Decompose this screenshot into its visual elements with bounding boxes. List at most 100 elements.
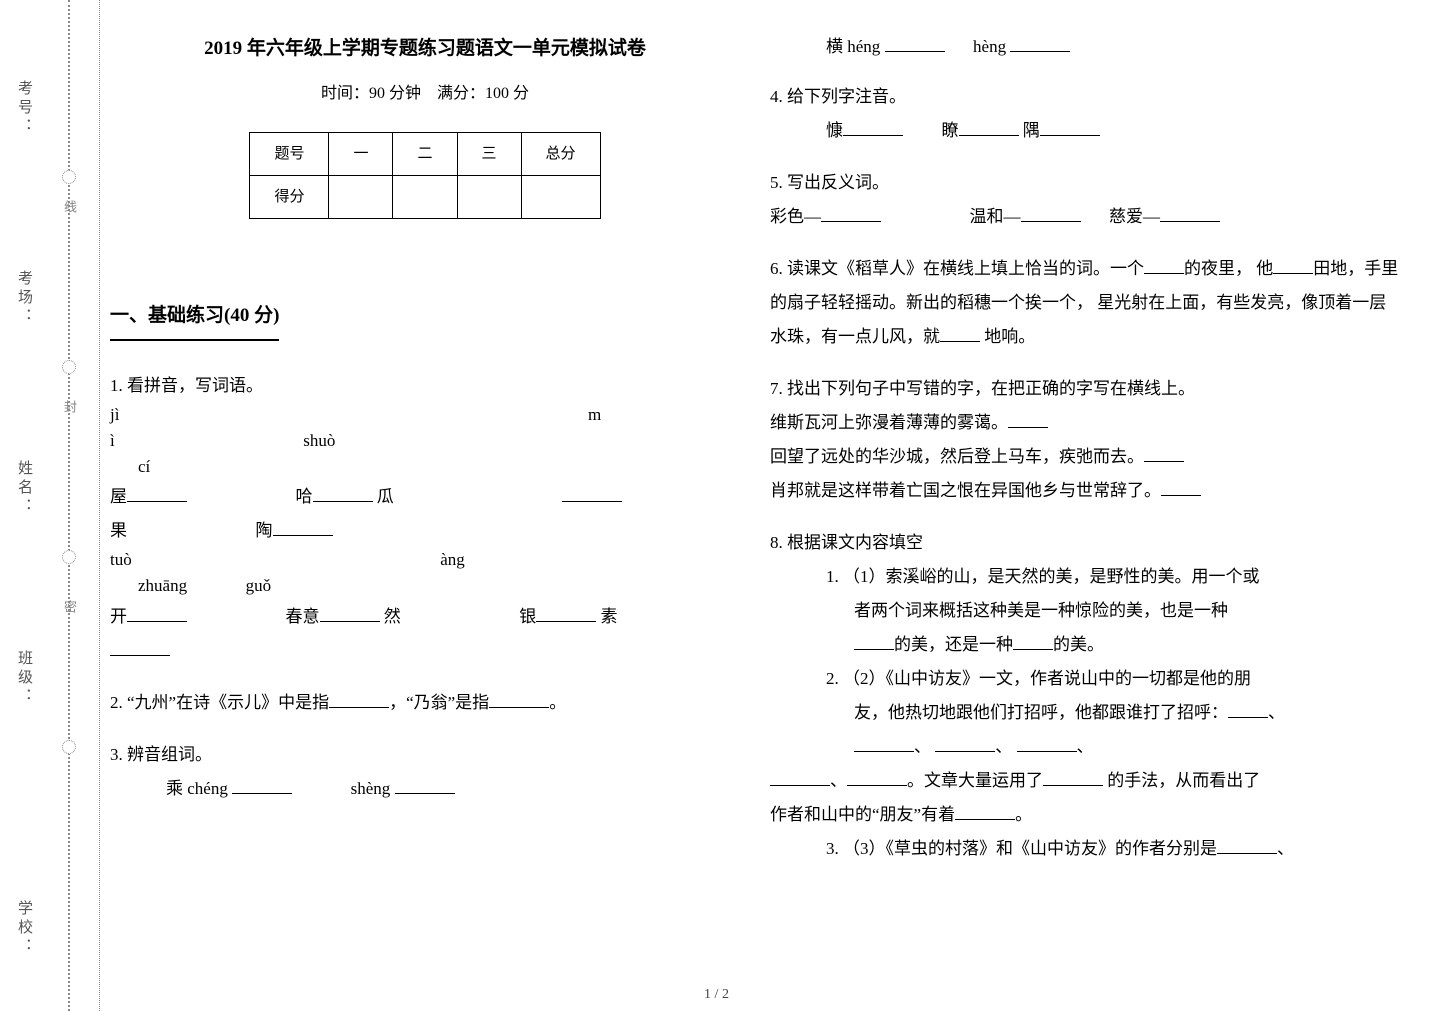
pinyin: ì: [110, 431, 115, 450]
pinyin: àng: [440, 550, 465, 569]
q8-text: 者两个词来概括这种美是一种惊险的美，也是一种: [854, 601, 1228, 620]
answer-blank[interactable]: [854, 735, 914, 752]
q8-text: 。: [1015, 805, 1032, 824]
answer-blank[interactable]: [847, 769, 907, 786]
answer-blank[interactable]: [536, 605, 596, 622]
q4-stem: 4. 给下列字注音。: [770, 80, 1400, 114]
pinyin: cí: [138, 457, 150, 476]
answer-blank[interactable]: [232, 777, 292, 794]
answer-blank[interactable]: [821, 205, 881, 222]
q6-text: 地响。: [984, 327, 1035, 346]
answer-blank[interactable]: [955, 803, 1015, 820]
answer-blank[interactable]: [273, 519, 333, 536]
answer-blank[interactable]: [127, 485, 187, 502]
score-header: 二: [393, 133, 457, 176]
char: 开: [110, 607, 127, 626]
answer-blank[interactable]: [770, 769, 830, 786]
q1-stem: 1. 看拼音，写词语。: [110, 369, 740, 403]
binding-spine: 考号： 线 考场： 封 姓名： 密 班级： 学校：: [0, 0, 100, 1011]
spine-circle: [62, 360, 76, 374]
answer-blank[interactable]: [940, 325, 980, 342]
q2-mid: ，“乃翁”是指: [389, 693, 489, 712]
answer-blank[interactable]: [395, 777, 455, 794]
answer-blank[interactable]: [127, 605, 187, 622]
column-right: 横 héng hèng 4. 给下列字注音。 慷 瞭 隅 5. 写出反义词。 彩…: [770, 30, 1400, 980]
answer-blank[interactable]: [1144, 257, 1184, 274]
spine-label-class: 班级：: [14, 650, 35, 707]
q6-text: 他: [1256, 259, 1273, 278]
answer-blank[interactable]: [1010, 35, 1070, 52]
question-6: 6. 读课文《稻草人》在横线上填上恰当的词。一个的夜里， 他田地，手里的扇子轻轻…: [770, 252, 1400, 354]
answer-blank[interactable]: [489, 691, 549, 708]
score-cell[interactable]: [393, 176, 457, 219]
char: 瓜: [377, 487, 394, 506]
answer-blank[interactable]: [320, 605, 380, 622]
answer-blank[interactable]: [1043, 769, 1103, 786]
answer-blank[interactable]: [1161, 479, 1201, 496]
question-4: 4. 给下列字注音。 慷 瞭 隅: [770, 80, 1400, 148]
page-number: 1 / 2: [704, 987, 729, 1003]
q8-text: 作者和山中的“朋友”有着: [770, 805, 955, 824]
score-header: 三: [457, 133, 521, 176]
char: 果: [110, 521, 127, 540]
q3-cheng: 乘 chéng: [166, 779, 228, 798]
answer-blank[interactable]: [1228, 701, 1268, 718]
answer-blank[interactable]: [1017, 735, 1077, 752]
q8-text: 1. （1）索溪峪的山，是天然的美，是野性的美。用一个或: [826, 567, 1260, 586]
answer-blank[interactable]: [1040, 119, 1100, 136]
q4-char: 慷: [826, 121, 843, 140]
answer-blank[interactable]: [1021, 205, 1081, 222]
answer-blank[interactable]: [959, 119, 1019, 136]
q6-text: 的夜里，: [1184, 259, 1252, 278]
q8-text: 2. （2）《山中访友》一文，作者说山中的一切都是他的朋: [826, 669, 1251, 688]
q3-sheng: shèng: [351, 779, 391, 798]
answer-blank[interactable]: [562, 485, 622, 502]
answer-blank[interactable]: [935, 735, 995, 752]
answer-blank[interactable]: [1144, 445, 1184, 462]
answer-blank[interactable]: [1013, 633, 1053, 650]
pinyin: jì: [110, 405, 119, 424]
spine-label-kaohao: 考号：: [14, 80, 35, 137]
exam-subtitle: 时间：90 分钟 满分：100 分: [110, 78, 740, 110]
q8-text: 3. （3）《草虫的村落》和《山中访友》的作者分别是: [826, 839, 1217, 858]
answer-blank[interactable]: [1273, 257, 1313, 274]
char: 陶: [256, 521, 273, 540]
q3-stem: 3. 辨音组词。: [110, 738, 740, 772]
score-cell[interactable]: [521, 176, 600, 219]
answer-blank[interactable]: [843, 119, 903, 136]
spine-cut-xian: 线: [60, 200, 79, 231]
score-cell[interactable]: [329, 176, 393, 219]
pinyin: shuò: [303, 431, 335, 450]
q4-char: 隅: [1023, 121, 1040, 140]
question-1: 1. 看拼音，写词语。 jì m ì shuò cí 屋 哈 瓜: [110, 369, 740, 668]
q3-continuation: 横 héng hèng: [770, 30, 1400, 64]
q5-word: 温和—: [970, 207, 1021, 226]
spine-label-kaochang: 考场：: [14, 270, 35, 327]
q8-text: 的手法，从而看出了: [1103, 771, 1260, 790]
answer-blank[interactable]: [329, 691, 389, 708]
q3-heng: 横 héng: [826, 37, 880, 56]
answer-blank[interactable]: [1217, 837, 1277, 854]
score-header: 一: [329, 133, 393, 176]
score-header: 题号: [250, 133, 329, 176]
answer-blank[interactable]: [854, 633, 894, 650]
q7-stem: 7. 找出下列句子中写错的字，在把正确的字写在横线上。: [770, 372, 1400, 406]
score-header: 总分: [521, 133, 600, 176]
answer-blank[interactable]: [313, 485, 373, 502]
pinyin: zhuāng: [138, 576, 187, 595]
exam-title: 2019 年六年级上学期专题练习题语文一单元模拟试卷: [110, 30, 740, 68]
q5-word: 慈爱—: [1109, 207, 1160, 226]
q4-char: 瞭: [942, 121, 959, 140]
answer-blank[interactable]: [110, 639, 170, 656]
q2-end: 。: [549, 693, 566, 712]
answer-blank[interactable]: [1008, 411, 1048, 428]
score-cell[interactable]: [457, 176, 521, 219]
question-8: 8. 根据课文内容填空 1. （1）索溪峪的山，是天然的美，是野性的美。用一个或…: [770, 526, 1400, 866]
q8-text: 的美。: [1053, 635, 1104, 654]
q6-text: 6. 读课文《稻草人》在横线上填上恰当的词。一个: [770, 259, 1144, 278]
pinyin: tuò: [110, 550, 132, 569]
answer-blank[interactable]: [885, 35, 945, 52]
spine-dotted-line: [68, 0, 70, 1011]
answer-blank[interactable]: [1160, 205, 1220, 222]
q5-word: 彩色—: [770, 207, 821, 226]
